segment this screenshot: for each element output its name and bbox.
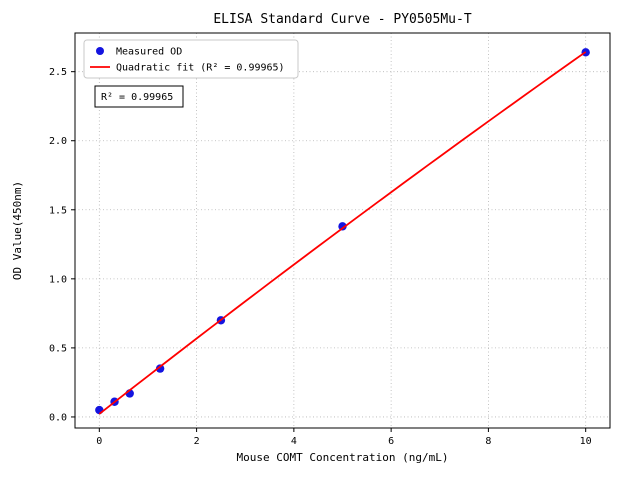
r-squared-annotation: R² = 0.99965	[94, 85, 184, 108]
y-tick-label: 2.0	[49, 136, 67, 147]
x-tick-label: 6	[388, 436, 394, 447]
chart-title: ELISA Standard Curve - PY0505Mu-T	[213, 12, 471, 27]
legend: Measured OD Quadratic fit (R² = 0.99965)	[83, 39, 299, 79]
legend-label-measured-od: Measured OD	[116, 47, 182, 58]
x-tick-label: 0	[96, 436, 102, 447]
scatter-point	[338, 222, 347, 231]
y-tick-label: 0.5	[49, 343, 67, 354]
legend-box	[83, 39, 299, 79]
y-tick-label: 0.0	[49, 412, 67, 423]
axes: 0 2 4 6 8 10 0.0 0.5 1.0 1.5 2.0 2.5	[49, 32, 611, 447]
y-tick-label: 1.5	[49, 205, 67, 216]
annotation-text: R² = 0.99965	[101, 92, 173, 103]
grid-lines	[75, 33, 610, 428]
legend-label-quadratic-fit: Quadratic fit (R² = 0.99965)	[116, 63, 285, 74]
quadratic-fit-line	[98, 51, 587, 415]
x-tick-label: 10	[580, 436, 592, 447]
scatter-point	[155, 364, 165, 373]
x-tick-label: 4	[291, 436, 297, 447]
y-axis-label: OD Value(450nm)	[11, 181, 24, 280]
y-tick-label: 1.0	[49, 274, 67, 285]
y-tick-label: 2.5	[49, 67, 67, 78]
annotation-box	[94, 85, 184, 108]
x-axis-label: Mouse COMT Concentration (ng/mL)	[237, 451, 449, 464]
x-tick-label: 8	[485, 436, 491, 447]
x-tick-label: 2	[194, 436, 200, 447]
plot-border	[74, 32, 611, 429]
measured-od-marker-icon	[96, 47, 104, 55]
plot-data	[95, 48, 590, 415]
